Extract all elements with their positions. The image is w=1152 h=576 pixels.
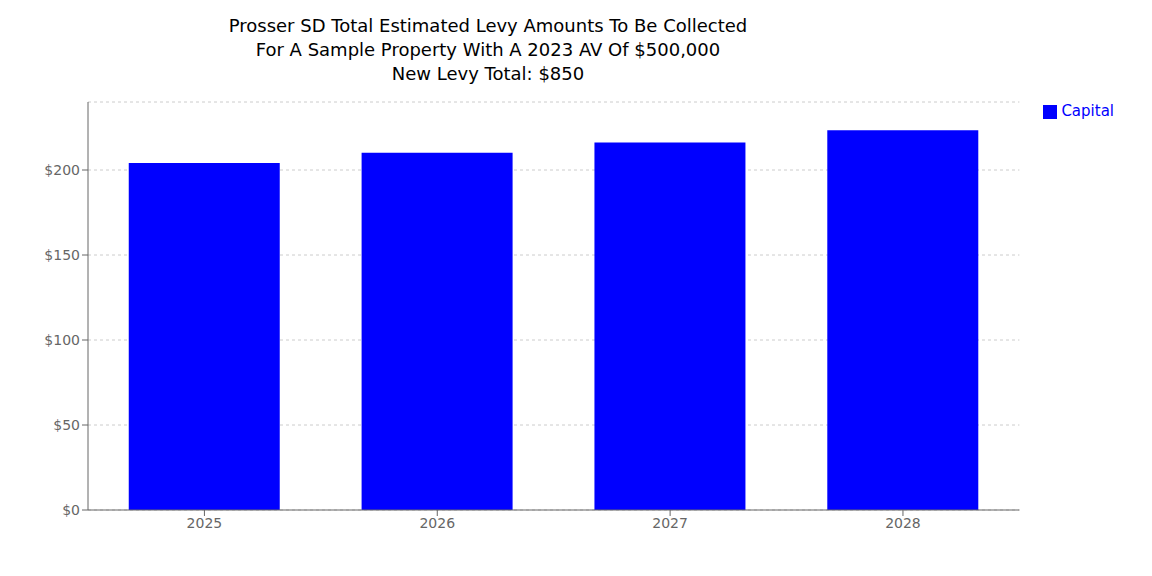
svg-text:2027: 2027 [652, 515, 688, 531]
svg-text:2028: 2028 [885, 515, 921, 531]
html-text:Prosser SD Total Estimated Lev: Prosser SD Total Estimated Levy Amounts … [228, 15, 748, 36]
svg-text:$100: $100 [44, 332, 80, 348]
html-text:For A Sample Property With A 2: For A Sample Property With A 2023 AV Of … [255, 39, 721, 60]
svg-text:$50: $50 [53, 417, 80, 433]
svg-text:2025: 2025 [187, 515, 223, 531]
html-text:Capital: Capital [1061, 102, 1114, 120]
svg-text:$150: $150 [44, 247, 80, 263]
html-text:New Levy Total: $850: New Levy Total: $850 [391, 63, 585, 84]
svg-text:$200: $200 [44, 162, 80, 178]
svg-text:$0: $0 [62, 502, 80, 518]
svg-text:2026: 2026 [419, 515, 455, 531]
